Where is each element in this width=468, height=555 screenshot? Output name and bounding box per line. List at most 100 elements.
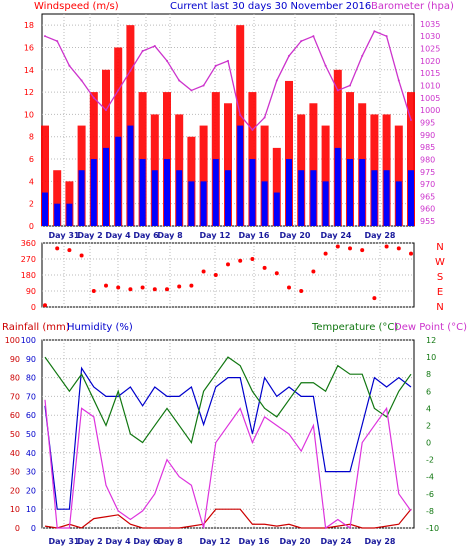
direction-point [396, 246, 401, 251]
humidity-tick-label: 40 [26, 449, 36, 458]
humidity-tick-label: 60 [26, 411, 36, 420]
wind-tick-label: 2 [29, 200, 34, 209]
direction-point [152, 287, 157, 292]
direction-point [348, 246, 352, 251]
direction-tick-label: 180 [21, 271, 36, 280]
wind-average-bar [286, 159, 292, 226]
wind-average-bar [54, 203, 61, 226]
temperature-tick-label: -8 [426, 507, 434, 516]
barometer-point [44, 35, 46, 38]
wind-average-bar [408, 170, 414, 226]
rainfall-tick-label: 70 [10, 392, 20, 401]
wind-tick-label: 4 [29, 177, 34, 186]
barometer-tick-label: 1000 [420, 106, 440, 115]
barometer-tick-label: 1035 [420, 20, 440, 29]
barometer-tick-label: 1030 [420, 32, 440, 41]
wind-day-label: Day 16 [239, 231, 270, 240]
barometer-tick-label: 965 [420, 192, 435, 201]
wind-average-bar [188, 181, 195, 226]
barometer-point [105, 109, 107, 112]
direction-point [104, 283, 108, 288]
direction-point [409, 251, 413, 256]
humidity-tick-label: 10 [26, 505, 36, 514]
temperature-line [44, 356, 412, 444]
rain-day-label: Day 2 [77, 537, 102, 546]
humidity-line [44, 366, 412, 510]
rainfall-tick-label: 90 [10, 355, 20, 364]
direction-point [55, 246, 60, 251]
barometer-point [214, 64, 217, 67]
temperature-tick-label: -4 [426, 473, 434, 482]
barometer-point [410, 119, 412, 121]
wind-gust-bar [394, 125, 403, 226]
direction-tick-label: 0 [31, 303, 36, 312]
wind-day-label: Day 6 [133, 231, 159, 240]
chart-title: Current last 30 days 30 November 2016 [170, 1, 371, 12]
direction-point [213, 273, 218, 277]
direction-point [372, 296, 377, 301]
wind-average-bar [249, 159, 256, 226]
wind-average-bar [115, 136, 122, 226]
rainfall-tick-label: 30 [10, 468, 20, 477]
compass-label: E [437, 287, 443, 298]
barometer-point [336, 89, 339, 92]
barometer-point [202, 84, 205, 87]
rain-day-label: Day 4 [105, 537, 131, 546]
direction-point [91, 289, 96, 293]
direction-point [262, 265, 267, 270]
rainfall-tick-label: 50 [10, 430, 20, 439]
temperature-axis-title: Temperature (°C) [311, 322, 398, 333]
barometer-point [397, 79, 400, 82]
direction-point [67, 248, 72, 253]
humidity-tick-label: 0 [31, 524, 36, 533]
barometer-tick-label: 980 [420, 155, 435, 164]
wind-day-label: Day 2 [77, 231, 102, 240]
direction-point [287, 285, 291, 290]
wind-average-bar [139, 159, 146, 226]
compass-label: S [437, 272, 443, 283]
barometer-point [117, 89, 120, 92]
compass-label: N [436, 242, 443, 253]
barometer-tick-label: 960 [420, 205, 435, 214]
rain-day-label: Day 20 [280, 537, 311, 546]
temperature-tick-label: -6 [426, 490, 434, 499]
barometer-point [166, 59, 168, 62]
barometer-point [190, 89, 193, 92]
wind-gust-bar [53, 170, 62, 226]
direction-tick-label: 360 [21, 239, 36, 248]
temperature-tick-label: -2 [426, 456, 434, 465]
wind-average-bar [127, 125, 134, 226]
wind-day-label: Day 24 [321, 231, 352, 240]
direction-point [226, 262, 230, 267]
wind-gust-bar [41, 125, 49, 226]
wind-average-bar [261, 181, 268, 226]
compass-label: W [435, 257, 445, 268]
wind-average-bar [395, 181, 402, 226]
wind-average-bar [90, 159, 97, 226]
humidity-tick-label: 80 [26, 374, 36, 383]
wind-gust-bar [224, 103, 232, 226]
humidity-axis-title: Humidity (%) [67, 322, 133, 333]
barometer-tick-label: 1010 [420, 81, 440, 90]
barometer-point [373, 30, 376, 33]
wind-gust-bar [272, 147, 281, 226]
rain-day-label: Day 28 [365, 537, 396, 546]
barometer-point [312, 35, 315, 38]
rain-day-label: Day 31 [49, 537, 80, 546]
rainfall-tick-label: 80 [10, 374, 20, 383]
humidity-tick-label: 90 [26, 355, 36, 364]
direction-point [79, 253, 84, 258]
wind-average-bar [66, 203, 73, 226]
wind-average-bar [164, 159, 170, 226]
wind-average-bar [334, 147, 341, 226]
humidity-tick-label: 30 [26, 468, 36, 477]
wind-day-label: Day 28 [365, 231, 396, 240]
barometer-point [153, 45, 156, 48]
barometer-point [129, 69, 132, 72]
wind-average-bar [42, 192, 48, 226]
rain-day-label: Day 6 [133, 537, 159, 546]
temperature-tick-label: -10 [426, 524, 439, 533]
wind-gust-bar [309, 103, 318, 226]
humidity-tick-label: 100 [21, 336, 36, 345]
